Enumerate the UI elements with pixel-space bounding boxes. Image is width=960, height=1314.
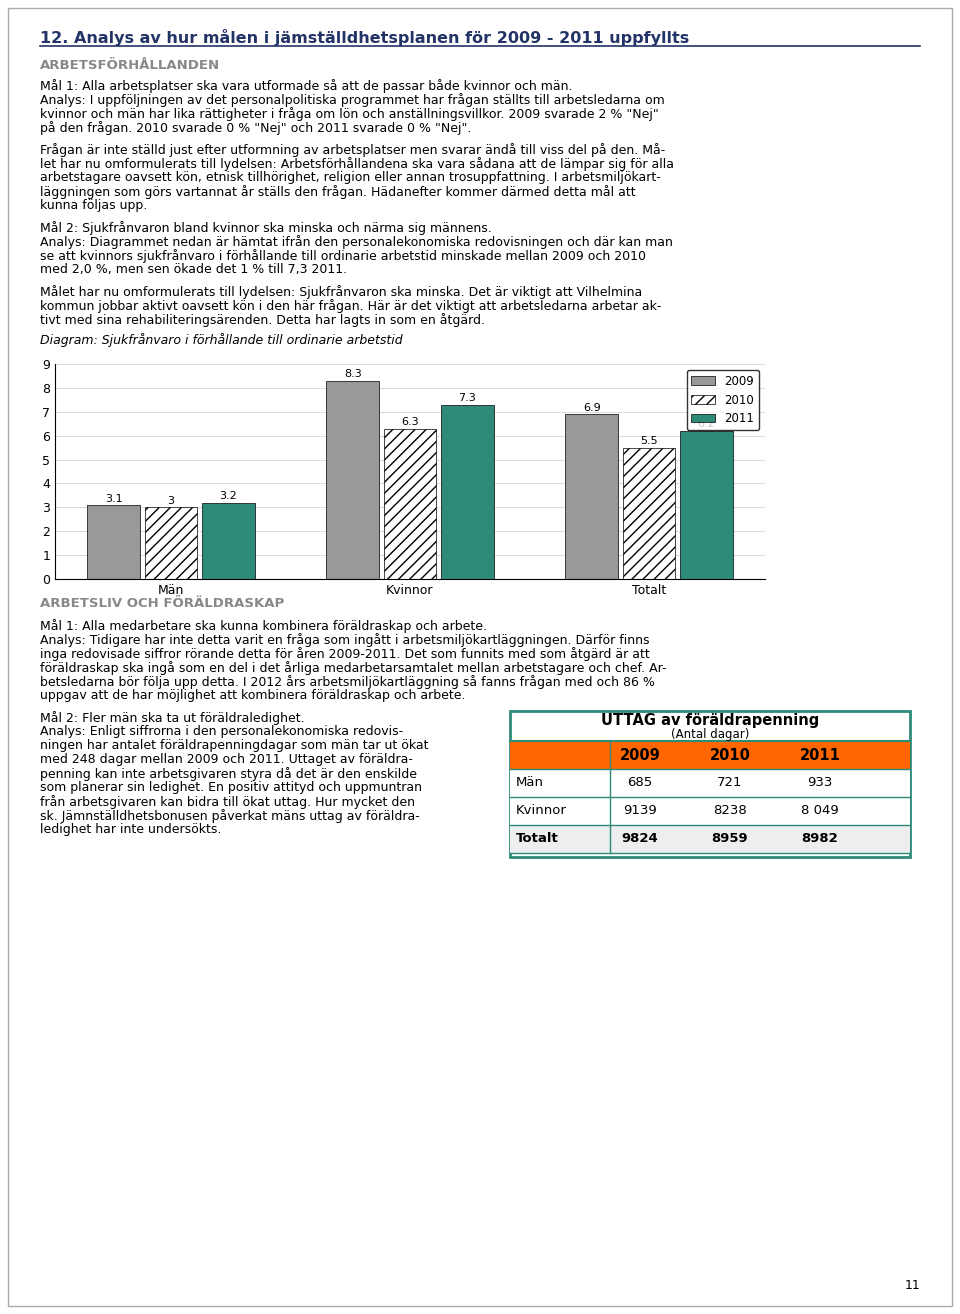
- FancyBboxPatch shape: [510, 741, 910, 769]
- Text: Analys: I uppföljningen av det personalpolitiska programmet har frågan ställts t: Analys: I uppföljningen av det personalp…: [40, 93, 664, 106]
- Text: 8238: 8238: [713, 804, 747, 817]
- Text: Målet har nu omformulerats till lydelsen: Sjukfrånvaron ska minska. Det är vikti: Målet har nu omformulerats till lydelsen…: [40, 285, 642, 300]
- Text: penning kan inte arbetsgivaren styra då det är den enskilde: penning kan inte arbetsgivaren styra då …: [40, 767, 417, 781]
- Text: (Antal dagar): (Antal dagar): [671, 728, 749, 741]
- Text: Frågan är inte ställd just efter utformning av arbetsplatser men svarar ändå til: Frågan är inte ställd just efter utformn…: [40, 143, 665, 156]
- Text: 8982: 8982: [802, 833, 838, 845]
- Text: från arbetsgivaren kan bidra till ökat uttag. Hur mycket den: från arbetsgivaren kan bidra till ökat u…: [40, 795, 415, 809]
- FancyBboxPatch shape: [510, 798, 910, 825]
- Text: Diagram: Sjukfrånvaro i förhållande till ordinarie arbetstid: Diagram: Sjukfrånvaro i förhållande till…: [40, 332, 402, 347]
- Text: med 2,0 %, men sen ökade det 1 % till 7,3 2011.: med 2,0 %, men sen ökade det 1 % till 7,…: [40, 263, 348, 276]
- Text: UTTAG av föräldrapenning: UTTAG av föräldrapenning: [601, 714, 819, 728]
- Text: 8 049: 8 049: [802, 804, 839, 817]
- Text: Analys: Enligt siffrorna i den personalekonomiska redovis-: Analys: Enligt siffrorna i den personale…: [40, 725, 403, 738]
- Text: ARBETSLIV OCH FÖRÄLDRASKAP: ARBETSLIV OCH FÖRÄLDRASKAP: [40, 597, 284, 610]
- Text: Analys: Diagrammet nedan är hämtat ifrån den personalekonomiska redovisningen oc: Analys: Diagrammet nedan är hämtat ifrån…: [40, 235, 673, 248]
- Text: Män: Män: [516, 777, 544, 790]
- Text: arbetstagare oavsett kön, etnisk tillhörighet, religion eller annan trosuppfattn: arbetstagare oavsett kön, etnisk tillhör…: [40, 171, 660, 184]
- FancyBboxPatch shape: [510, 825, 910, 853]
- Text: 721: 721: [717, 777, 743, 790]
- Text: ningen har antalet föräldrapenningdagar som män tar ut ökat: ningen har antalet föräldrapenningdagar …: [40, 738, 428, 752]
- Bar: [680, 431, 732, 579]
- Text: let har nu omformulerats till lydelsen: Arbetsförhållandena ska vara sådana att : let har nu omformulerats till lydelsen: …: [40, 156, 674, 171]
- Text: Kvinnor: Kvinnor: [516, 804, 566, 817]
- Text: betsledarna bör följa upp detta. I 2012 års arbetsmiljökartläggning så fanns frå: betsledarna bör följa upp detta. I 2012 …: [40, 675, 655, 689]
- Legend: 2009, 2010, 2011: 2009, 2010, 2011: [686, 371, 759, 430]
- Text: 2009: 2009: [619, 748, 660, 762]
- Text: 6.2: 6.2: [698, 419, 715, 430]
- Text: Mål 2: Sjukfrånvaron bland kvinnor ska minska och närma sig männens.: Mål 2: Sjukfrånvaron bland kvinnor ska m…: [40, 221, 492, 235]
- Text: 5.5: 5.5: [640, 436, 658, 447]
- Bar: [441, 405, 493, 579]
- Text: 8.3: 8.3: [344, 369, 362, 380]
- Text: 7.3: 7.3: [459, 393, 476, 403]
- Text: som planerar sin ledighet. En positiv attityd och uppmuntran: som planerar sin ledighet. En positiv at…: [40, 781, 422, 794]
- Text: läggningen som görs vartannat år ställs den frågan. Hädanefter kommer därmed det: läggningen som görs vartannat år ställs …: [40, 185, 636, 198]
- Text: Mål 2: Fler män ska ta ut föräldraledighet.: Mål 2: Fler män ska ta ut föräldraledigh…: [40, 711, 304, 725]
- FancyBboxPatch shape: [510, 711, 910, 857]
- Text: Totalt: Totalt: [516, 833, 559, 845]
- Bar: [145, 507, 197, 579]
- FancyBboxPatch shape: [510, 769, 910, 798]
- Text: 933: 933: [807, 777, 832, 790]
- Text: 6.9: 6.9: [583, 402, 601, 413]
- Bar: [202, 502, 254, 579]
- Text: 8959: 8959: [711, 833, 748, 845]
- Text: Analys: Tidigare har inte detta varit en fråga som ingått i arbetsmiljökartläggn: Analys: Tidigare har inte detta varit en…: [40, 633, 650, 646]
- Text: 3: 3: [167, 495, 175, 506]
- Text: sk. Jämnställdhetsbonusen påverkat mäns uttag av föräldra-: sk. Jämnställdhetsbonusen påverkat mäns …: [40, 809, 420, 823]
- Text: kommun jobbar aktivt oavsett kön i den här frågan. Här är det viktigt att arbets: kommun jobbar aktivt oavsett kön i den h…: [40, 300, 661, 313]
- Text: ARBETSFÖRHÅLLANDEN: ARBETSFÖRHÅLLANDEN: [40, 59, 220, 72]
- Text: 12. Analys av hur målen i jämställdhetsplanen för 2009 - 2011 uppfyllts: 12. Analys av hur målen i jämställdhetsp…: [40, 29, 689, 46]
- Bar: [623, 448, 675, 579]
- Text: med 248 dagar mellan 2009 och 2011. Uttaget av föräldra-: med 248 dagar mellan 2009 och 2011. Utta…: [40, 753, 413, 766]
- Text: föräldraskap ska ingå som en del i det årliga medarbetarsamtalet mellan arbetsta: föräldraskap ska ingå som en del i det å…: [40, 661, 666, 675]
- Text: se att kvinnors sjukfrånvaro i förhållande till ordinarie arbetstid minskade mel: se att kvinnors sjukfrånvaro i förhållan…: [40, 248, 646, 263]
- Text: kunna följas upp.: kunna följas upp.: [40, 198, 147, 212]
- Bar: [384, 428, 436, 579]
- Bar: [565, 414, 618, 579]
- Text: 6.3: 6.3: [401, 417, 419, 427]
- Text: inga redovisade siffror rörande detta för åren 2009-2011. Det som funnits med so: inga redovisade siffror rörande detta fö…: [40, 646, 650, 661]
- Text: 3.2: 3.2: [220, 491, 237, 501]
- Text: Mål 1: Alla arbetsplatser ska vara utformade så att de passar både kvinnor och m: Mål 1: Alla arbetsplatser ska vara utfor…: [40, 79, 572, 93]
- FancyBboxPatch shape: [8, 8, 952, 1306]
- Text: 2011: 2011: [800, 748, 840, 762]
- Text: ledighet har inte undersökts.: ledighet har inte undersökts.: [40, 823, 222, 836]
- Bar: [326, 381, 379, 579]
- Text: 685: 685: [628, 777, 653, 790]
- Text: kvinnor och män har lika rättigheter i fråga om lön och anställningsvillkor. 200: kvinnor och män har lika rättigheter i f…: [40, 106, 659, 121]
- Text: 9139: 9139: [623, 804, 657, 817]
- Text: 3.1: 3.1: [105, 494, 122, 503]
- Text: uppgav att de har möjlighet att kombinera föräldraskap och arbete.: uppgav att de har möjlighet att kombiner…: [40, 689, 466, 702]
- Text: tivt med sina rehabiliteringsärenden. Detta har lagts in som en åtgärd.: tivt med sina rehabiliteringsärenden. De…: [40, 313, 485, 327]
- Text: 9824: 9824: [622, 833, 659, 845]
- Text: Mål 1: Alla medarbetare ska kunna kombinera föräldraskap och arbete.: Mål 1: Alla medarbetare ska kunna kombin…: [40, 619, 487, 633]
- Text: på den frågan. 2010 svarade 0 % "Nej" och 2011 svarade 0 % "Nej".: på den frågan. 2010 svarade 0 % "Nej" oc…: [40, 121, 471, 135]
- Text: 11: 11: [904, 1279, 920, 1292]
- Text: 2010: 2010: [709, 748, 751, 762]
- Bar: [87, 505, 140, 579]
